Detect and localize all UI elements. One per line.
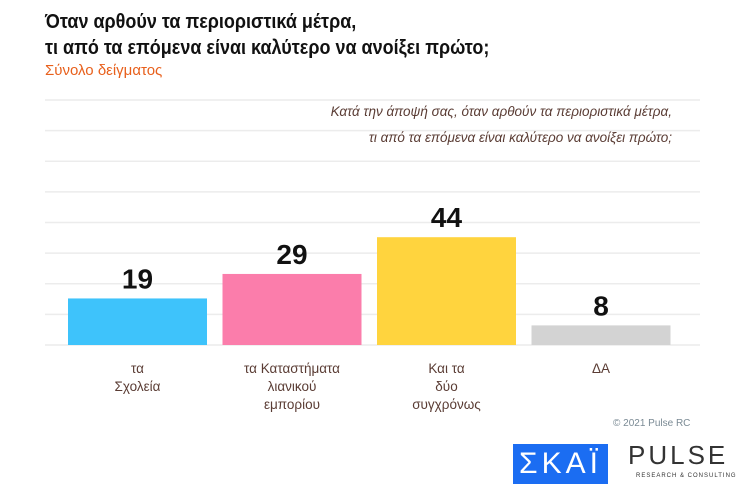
category-label: Και τα — [428, 361, 465, 376]
chart-subtitle: Σύνολο δείγματος — [45, 62, 163, 79]
skai-logo: ΣΚΑΪ — [513, 444, 608, 484]
bar — [377, 237, 516, 345]
chart-title-line-1: Όταν αρθούν τα περιοριστικά μέτρα, — [45, 11, 357, 33]
category-label: ΔΑ — [592, 361, 610, 376]
bar — [68, 298, 207, 345]
bar — [222, 273, 362, 345]
copyright: © 2021 Pulse RC — [613, 418, 691, 429]
chart-title-line-2: τι από τα επόμενα είναι καλύτερο να ανοί… — [45, 37, 490, 59]
data-label: 29 — [276, 239, 307, 270]
category-label: τα — [131, 361, 144, 376]
category-label: συγχρόνως — [412, 397, 481, 412]
category-label: τα Καταστήματα — [244, 361, 340, 376]
pulse-logo-subtitle: RESEARCH & CONSULTING — [636, 473, 737, 479]
bar — [531, 325, 671, 345]
question-line-1: Κατά την άποψή σας, όταν αρθούν τα περιο… — [330, 104, 672, 119]
question-line-2: τι από τα επόμενα είναι καλύτερο να ανοί… — [368, 130, 672, 145]
data-label: 8 — [593, 290, 609, 321]
bar-chart: 19 τα Σχολεία 29 τα Καταστήματα λιανικού εμπορ… — [45, 99, 700, 412]
pulse-logo: PULSE — [628, 440, 729, 470]
category-label: εμπορίου — [264, 397, 320, 412]
category-label: Σχολεία — [115, 379, 161, 394]
category-label: δύο — [435, 379, 457, 394]
data-label: 19 — [122, 263, 153, 294]
category-label: λιανικού — [268, 379, 317, 394]
data-label: 44 — [431, 202, 463, 233]
